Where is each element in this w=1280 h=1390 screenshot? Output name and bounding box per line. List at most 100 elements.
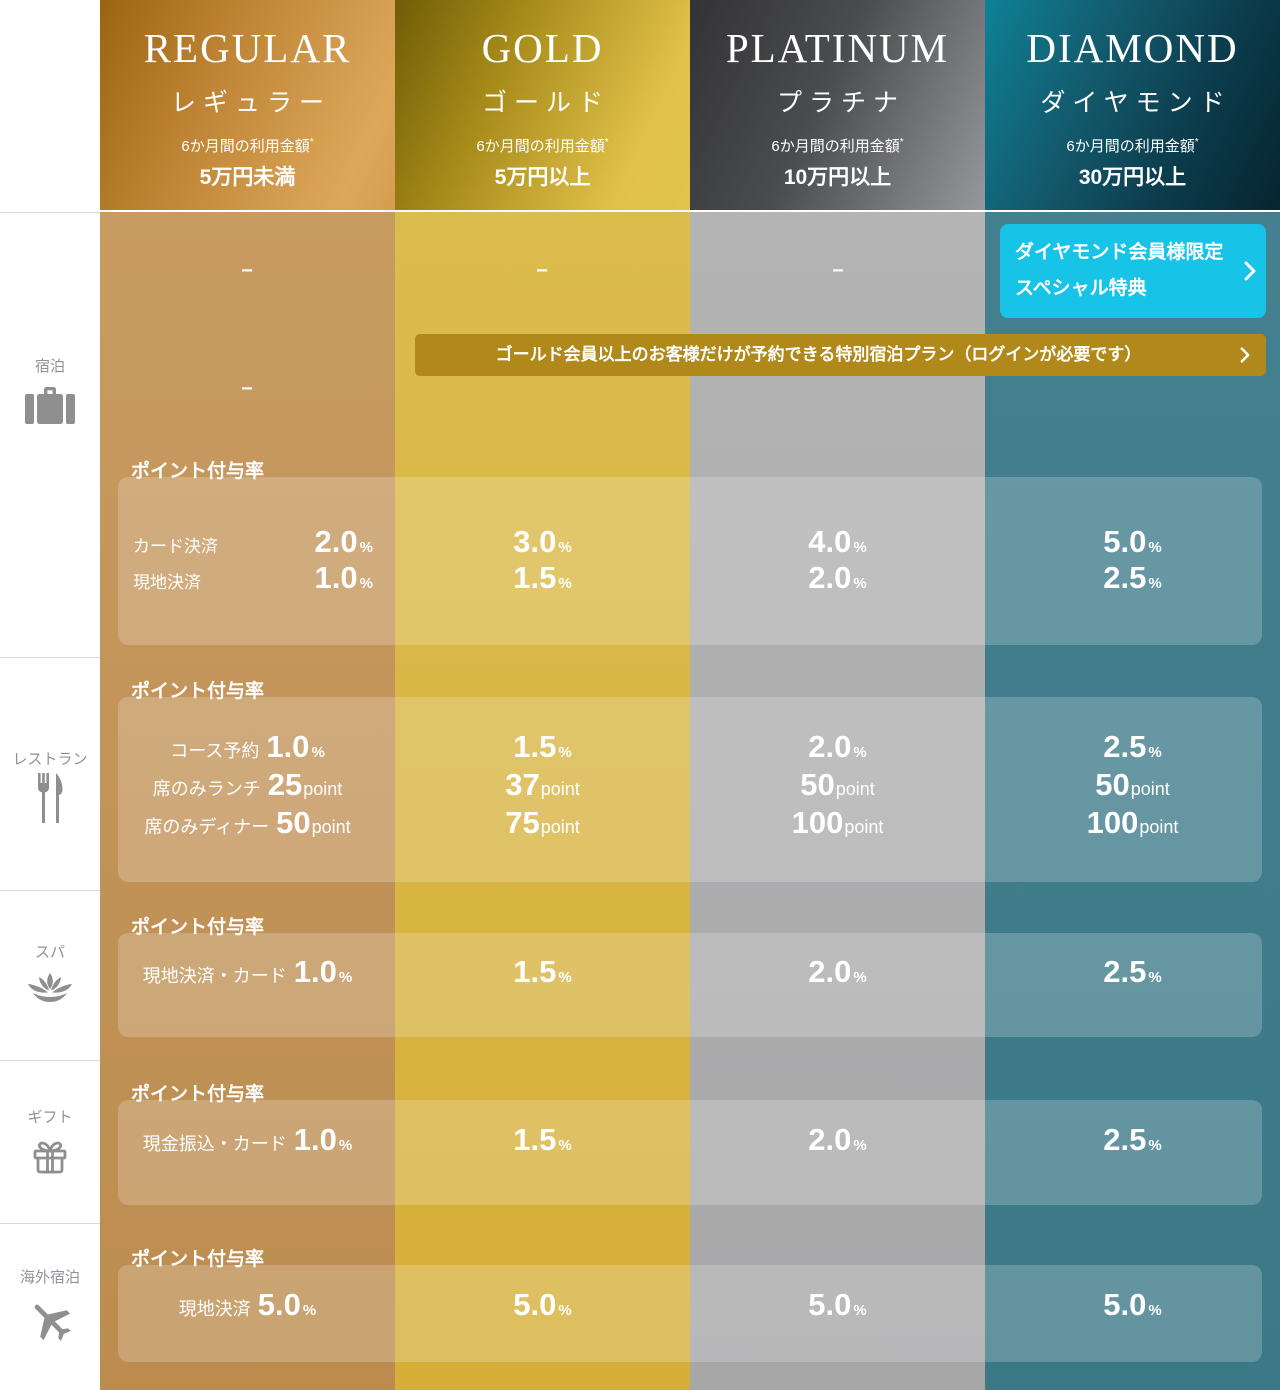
column-regular <box>100 212 395 1390</box>
restaurant-values-diamond: 2.5% 50point 100point <box>985 728 1280 842</box>
tier-threshold: 5万円未満 <box>199 166 296 189</box>
spa-points-panel <box>118 933 1262 1037</box>
points-rate-label-restaurant: ポイント付与率 <box>131 681 265 702</box>
restaurant-values-platinum: 2.0% 50point 100point <box>690 728 985 842</box>
value-cell: 1.5% <box>513 729 572 764</box>
gold-special-plan-banner[interactable]: ゴールド会員以上のお客様だけが予約できる特別宿泊プラン（ログインが必要です） <box>415 334 1266 376</box>
overseas-values-diamond: 5.0% <box>985 1287 1280 1323</box>
value-cell: 50point <box>800 767 875 802</box>
diamond-button-line1: ダイヤモンド会員様限定 <box>1015 242 1224 263</box>
spa-values-regular: 現地決済・カード 1.0% <box>100 954 395 990</box>
spa-values-diamond: 2.5% <box>985 954 1280 990</box>
sidebar-label-gift: ギフト <box>27 1109 73 1126</box>
sidebar-cell-lodging <box>0 212 100 657</box>
value-cell: 100point <box>791 805 884 840</box>
spa-values-platinum: 2.0% <box>690 954 985 990</box>
gift-values-diamond: 2.5% <box>985 1122 1280 1158</box>
suitcase-icon <box>0 386 100 431</box>
tier-threshold: 30万円以上 <box>1078 166 1187 189</box>
chevron-right-icon <box>1240 347 1250 368</box>
value-cell: 5.0% <box>1103 524 1162 559</box>
gift-values-gold: 1.5% <box>395 1122 690 1158</box>
gift-points-panel <box>118 1100 1262 1205</box>
gift-icon <box>0 1134 100 1185</box>
overseas-points-panel <box>118 1265 1262 1362</box>
tier-usage-label: 6か月間の利用金額* <box>395 135 690 156</box>
value-cell: 1.0% <box>314 560 373 595</box>
sidebar-label-spa: スパ <box>34 944 65 961</box>
no-benefit-dash: − <box>832 260 844 282</box>
fork-knife-icon <box>0 772 100 829</box>
lodging-points-panel <box>118 477 1262 645</box>
airplane-icon <box>0 1296 100 1349</box>
tier-header-diamond: DIAMOND ダイヤモンド 6か月間の利用金額* 30万円以上 <box>985 0 1280 210</box>
value-cell: 5.0% <box>513 1287 572 1322</box>
overseas-values-platinum: 5.0% <box>690 1287 985 1323</box>
tier-header-platinum: PLATINUM プラチナ 6か月間の利用金額* 10万円以上 <box>690 0 985 210</box>
lodging-values-diamond: 5.0% 2.5% <box>985 524 1280 596</box>
usage-text: 6か月間の利用金額 <box>476 138 605 155</box>
column-platinum <box>690 212 985 1390</box>
value-cell: 席のみディナー 50point <box>144 805 351 840</box>
usage-asterisk: * <box>899 137 904 148</box>
column-diamond <box>985 212 1280 1390</box>
lodging-values-platinum: 4.0% 2.0% <box>690 524 985 596</box>
value-cell: 席のみランチ 25point <box>152 767 343 802</box>
restaurant-points-panel <box>118 697 1262 882</box>
value-cell: 2.0% <box>808 729 867 764</box>
chevron-right-icon <box>1244 261 1256 286</box>
value-cell: 2.5% <box>1103 560 1162 595</box>
gift-values-platinum: 2.0% <box>690 1122 985 1158</box>
value-cell: 2.0% <box>314 524 373 559</box>
tier-name: DIAMOND <box>1026 25 1239 71</box>
value-cell: 5.0% <box>1103 1287 1162 1322</box>
value-cell: 2.5% <box>1103 954 1162 989</box>
column-gold <box>395 212 690 1390</box>
value-cell: 2.5% <box>1103 729 1162 764</box>
sidebar-label-lodging: 宿泊 <box>34 358 65 375</box>
points-rate-label-spa: ポイント付与率 <box>131 917 265 938</box>
value-cell: 1.5% <box>513 560 572 595</box>
restaurant-values-gold: 1.5% 37point 75point <box>395 728 690 842</box>
tier-usage-label: 6か月間の利用金額* <box>985 135 1280 156</box>
value-cell: 75point <box>505 805 580 840</box>
usage-text: 6か月間の利用金額 <box>771 138 900 155</box>
no-benefit-dash: − <box>536 260 548 282</box>
tier-usage-label: 6か月間の利用金額* <box>690 135 985 156</box>
tier-name: PLATINUM <box>725 25 950 71</box>
tier-usage-label: 6か月間の利用金額* <box>100 135 395 156</box>
usage-text: 6か月間の利用金額 <box>181 138 310 155</box>
points-rate-label-overseas: ポイント付与率 <box>131 1249 265 1270</box>
overseas-values-regular: 現地決済 5.0% <box>100 1287 395 1323</box>
lodging-values-regular: カード決済 2.0% 現地決済 1.0% <box>133 524 373 596</box>
value-cell: コース予約 1.0% <box>170 729 325 764</box>
no-benefit-dash: − <box>241 260 253 282</box>
value-row-local-payment: 現地決済 1.0% <box>133 560 373 596</box>
sidebar-cell-gift <box>0 1060 100 1223</box>
tier-name-ja: レギュラー <box>170 90 331 117</box>
value-cell: 2.0% <box>808 560 867 595</box>
value-row-card-payment: カード決済 2.0% <box>133 524 373 560</box>
spa-values-gold: 1.5% <box>395 954 690 990</box>
tier-header-gold: GOLD ゴールド 6か月間の利用金額* 5万円以上 <box>395 0 690 210</box>
diamond-button-line2: スペシャル特典 <box>1015 278 1147 299</box>
value-cell: 1.5% <box>513 954 572 989</box>
diamond-special-benefits-button[interactable]: ダイヤモンド会員様限定 スペシャル特典 <box>1000 224 1266 318</box>
lotus-icon <box>0 973 100 1008</box>
no-benefit-dash: − <box>241 378 253 400</box>
points-rate-label-gift: ポイント付与率 <box>131 1084 265 1105</box>
value-cell: 現地決済・カード 1.0% <box>142 954 353 989</box>
points-rate-label-lodging: ポイント付与率 <box>131 461 265 482</box>
tier-header-regular: REGULAR レギュラー 6か月間の利用金額* 5万円未満 <box>100 0 395 210</box>
lodging-values-gold: 3.0% 1.5% <box>395 524 690 596</box>
diamond-button-text: ダイヤモンド会員様限定 スペシャル特典 <box>1015 235 1223 307</box>
sidebar-label-overseas: 海外宿泊 <box>19 1269 80 1286</box>
tier-name-ja: ダイヤモンド <box>1040 90 1232 117</box>
value-cell: 50point <box>1095 767 1170 802</box>
tier-threshold: 5万円以上 <box>494 166 591 189</box>
tier-name: GOLD <box>481 25 604 71</box>
value-cell: 4.0% <box>808 524 867 559</box>
value-cell: 2.0% <box>808 954 867 989</box>
usage-asterisk: * <box>309 137 314 148</box>
